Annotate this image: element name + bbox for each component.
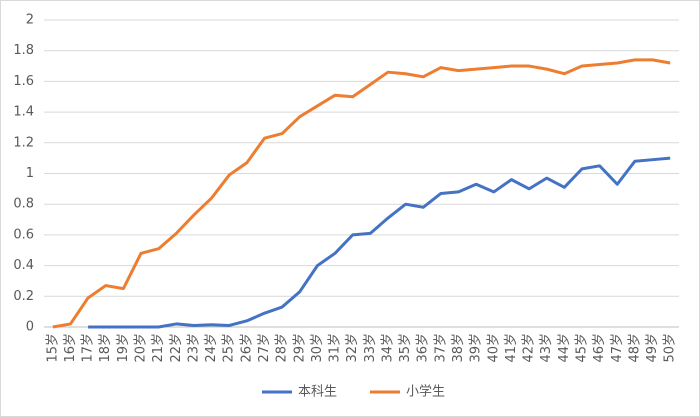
y-tick-label: 2 — [26, 13, 34, 28]
y-tick-label: 1.4 — [13, 105, 34, 120]
y-tick-label: 0.4 — [13, 258, 34, 273]
x-tick-label: 37岁 — [433, 333, 448, 363]
x-tick-label: 42岁 — [522, 333, 537, 363]
x-tick-label: 34岁 — [380, 333, 395, 363]
x-tick-label: 47岁 — [610, 333, 625, 363]
y-tick-label: 1.2 — [13, 135, 34, 150]
x-tick-label: 39岁 — [469, 333, 484, 363]
x-tick-label: 30岁 — [310, 333, 325, 363]
x-tick-label: 38岁 — [451, 333, 466, 363]
x-tick-label: 20岁 — [134, 333, 149, 363]
x-tick-label: 19岁 — [116, 333, 131, 363]
x-tick-label: 15岁 — [45, 333, 60, 363]
x-tick-label: 26岁 — [239, 333, 254, 363]
x-tick-label: 21岁 — [151, 333, 166, 363]
y-tick-label: 1.6 — [13, 74, 34, 89]
legend-label: 小学生 — [406, 384, 445, 400]
y-tick-label: 0.2 — [13, 289, 34, 304]
y-tick-label: 1.8 — [13, 43, 34, 58]
series-line — [52, 58, 671, 329]
x-tick-label: 33岁 — [363, 333, 378, 363]
x-tick-label: 45岁 — [574, 333, 589, 363]
x-tick-label: 44岁 — [557, 333, 572, 363]
y-tick-label: 0.6 — [13, 227, 34, 242]
y-tick-label: 1 — [26, 166, 34, 181]
x-tick-label: 48岁 — [627, 333, 642, 363]
x-tick-label: 43岁 — [539, 333, 554, 363]
x-tick-label: 40岁 — [486, 333, 501, 363]
x-tick-label: 25岁 — [222, 333, 237, 363]
x-tick-label: 50岁 — [663, 333, 678, 363]
x-tick-label: 18岁 — [98, 333, 113, 363]
x-tick-label: 41岁 — [504, 333, 519, 363]
x-tick-label: 17岁 — [81, 333, 96, 363]
y-tick-label: 0.8 — [13, 197, 34, 212]
x-tick-label: 31岁 — [328, 333, 343, 363]
x-tick-label: 16岁 — [63, 333, 78, 363]
x-tick-label: 24岁 — [204, 333, 219, 363]
x-tick-label: 36岁 — [416, 333, 431, 363]
y-tick-label: 0 — [26, 320, 34, 335]
x-tick-label: 22岁 — [169, 333, 184, 363]
x-tick-label: 35岁 — [398, 333, 413, 363]
x-tick-label: 49岁 — [645, 333, 660, 363]
x-tick-label: 28岁 — [275, 333, 290, 363]
x-tick-label: 32岁 — [345, 333, 360, 363]
legend-label: 本科生 — [298, 385, 337, 400]
x-tick-label: 27岁 — [257, 333, 272, 363]
x-tick-label: 23岁 — [186, 333, 201, 363]
x-tick-label: 46岁 — [592, 333, 607, 363]
series-line — [88, 156, 671, 329]
x-tick-label: 29岁 — [292, 333, 307, 363]
